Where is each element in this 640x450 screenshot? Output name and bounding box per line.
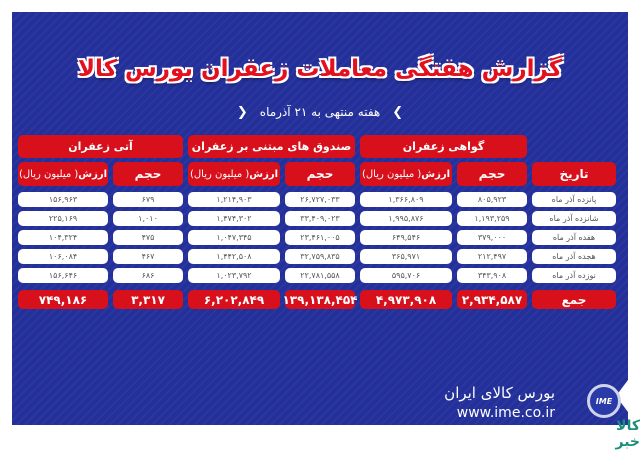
total-fut-vol: ۳,۳۱۷ <box>113 290 183 309</box>
header-value: ارزش( میلیون ریال) <box>188 162 280 186</box>
bracket-right: ❯ <box>392 105 404 120</box>
cell-date: هفده آذر ماه <box>532 230 616 245</box>
brand-name: بورس کالای ایران <box>444 384 555 402</box>
cell-fut-vol: ۴۷۵ <box>113 230 183 245</box>
total-fund-val: ۶,۲۰۲,۸۴۹ <box>188 290 280 309</box>
header-value-label: ارزش <box>249 168 279 180</box>
total-date: جمع <box>532 290 616 309</box>
page-title: گزارش هفتگی معاملات زعفران بورس کالا <box>77 56 563 82</box>
cell-fut-val: ۱۰۶,۰۸۴ <box>18 249 108 264</box>
cell-fund-vol: ۳۳,۴۰۹,۰۲۳ <box>285 211 355 226</box>
cell-fund-vol: ۲۶,۷۲۷,۰۳۳ <box>285 192 355 207</box>
cell-date: پانزده آذر ماه <box>532 192 616 207</box>
header-value-label: ارزش <box>78 168 108 180</box>
cell-fut-val: ۲۲۵,۱۶۹ <box>18 211 108 226</box>
cell-cert-val: ۱,۹۹۵,۸۷۶ <box>360 211 452 226</box>
header-value-unit: ( میلیون ریال) <box>189 168 250 180</box>
cell-fut-vol: ۶۸۶ <box>113 268 183 283</box>
group-header: صندوق های مبتنی بر زعفران <box>188 135 355 158</box>
cell-cert-vol: ۳۴۳,۹۰۸ <box>457 268 527 283</box>
cell-fut-vol: ۴۶۷ <box>113 249 183 264</box>
total-fund-vol: ۱۳۹,۱۳۸,۴۵۴ <box>282 290 358 309</box>
cell-cert-val: ۶۴۹,۵۴۶ <box>360 230 452 245</box>
cell-date: نوزده آذر ماه <box>532 268 616 283</box>
cell-cert-val: ۱,۳۶۶,۸۰۹ <box>360 192 452 207</box>
header-value-unit: ( میلیون ریال) <box>18 168 79 180</box>
bracket-left: ❮ <box>236 105 248 120</box>
cell-cert-val: ۵۹۵,۷۰۶ <box>360 268 452 283</box>
total-cert-val: ۴,۹۷۳,۹۰۸ <box>360 290 452 309</box>
watermark: کالا خبر <box>615 418 640 450</box>
empty-cell <box>532 135 616 162</box>
cell-fut-val: ۱۵۶,۹۶۳ <box>18 192 108 207</box>
header-volume: حجم <box>285 162 355 186</box>
cell-fund-val: ۱,۴۴۲,۵۰۸ <box>188 249 280 264</box>
ime-logo: IME <box>587 384 621 418</box>
cell-fut-vol: ۶۷۹ <box>113 192 183 207</box>
trading-table: گواهی زعفران صندوق های مبتنی بر زعفران آتی… <box>18 135 616 309</box>
cell-fund-val: ۱,۰۲۳,۷۹۲ <box>188 268 280 283</box>
cell-cert-vol: ۳۷۹,۰۰۰ <box>457 230 527 245</box>
cell-fut-vol: ۱,۰۱۰ <box>113 211 183 226</box>
cell-fund-val: ۱,۰۴۷,۳۴۵ <box>188 230 280 245</box>
website-url: www.ime.co.ir <box>456 405 555 421</box>
subtitle-text: هفته منتهی به ۲۱ آذرماه <box>259 105 381 119</box>
cell-fund-val: ۱,۴۷۴,۳۰۲ <box>188 211 280 226</box>
group-header: آتی زعفران <box>18 135 183 158</box>
cell-fut-val: ۱۰۴,۳۲۴ <box>18 230 108 245</box>
header-value: ارزش( میلیون ریال) <box>18 162 108 186</box>
cell-fund-val: ۱,۲۱۴,۹۰۳ <box>188 192 280 207</box>
total-fut-val: ۷۴۹,۱۸۶ <box>18 290 108 309</box>
cell-cert-vol: ۲۱۲,۴۹۷ <box>457 249 527 264</box>
header-volume: حجم <box>457 162 527 186</box>
page-subtitle: ❯ هفته منتهی به ۲۱ آذرماه ❮ <box>12 105 628 120</box>
header-value: ارزش( میلیون ریال) <box>360 162 452 186</box>
header-value-unit: ( میلیون ریال) <box>361 168 422 180</box>
cell-date: هجده آذر ماه <box>532 249 616 264</box>
cell-fund-vol: ۲۲,۷۸۱,۵۵۸ <box>285 268 355 283</box>
cell-fund-vol: ۳۲,۷۵۹,۸۳۵ <box>285 249 355 264</box>
group-header: گواهی زعفران <box>360 135 527 158</box>
cell-cert-val: ۳۶۵,۹۷۱ <box>360 249 452 264</box>
cell-cert-vol: ۸۰۵,۹۲۳ <box>457 192 527 207</box>
header-value-label: ارزش <box>421 168 451 180</box>
header-volume: حجم <box>113 162 183 186</box>
cell-date: شانزده آذر ماه <box>532 211 616 226</box>
cell-fut-val: ۱۵۶,۶۴۶ <box>18 268 108 283</box>
total-cert-vol: ۲,۹۳۴,۵۸۷ <box>457 290 527 309</box>
cell-fund-vol: ۲۳,۴۶۱,۰۰۵ <box>285 230 355 245</box>
cell-cert-vol: ۱,۱۹۳,۲۵۹ <box>457 211 527 226</box>
header-date: تاریخ <box>532 162 616 186</box>
